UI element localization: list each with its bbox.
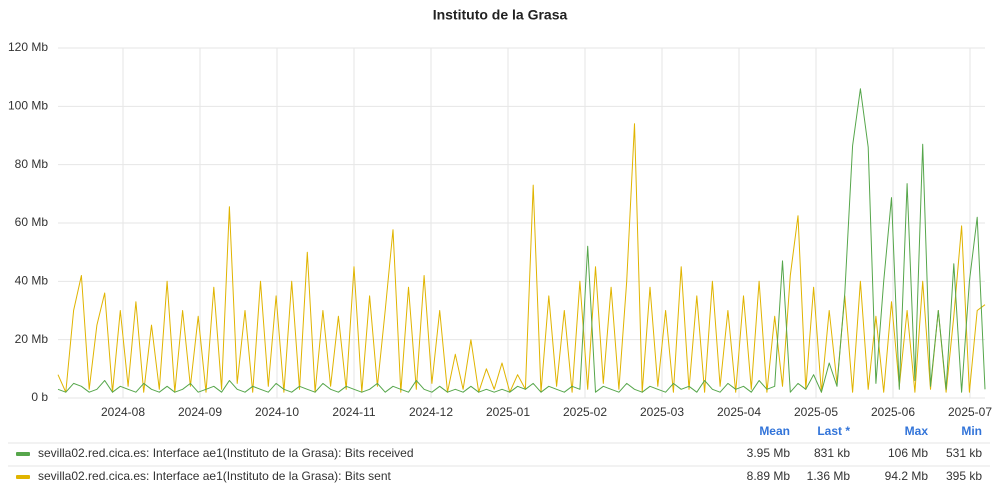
y-tick-label: 120 Mb bbox=[8, 40, 48, 54]
y-tick-label: 40 Mb bbox=[15, 274, 49, 288]
y-tick-label: 20 Mb bbox=[15, 332, 49, 346]
x-tick-label: 2024-09 bbox=[178, 405, 222, 419]
y-tick-label: 80 Mb bbox=[15, 157, 49, 171]
legend-name: sevilla02.red.cica.es: Interface ae1(Ins… bbox=[38, 446, 414, 460]
x-tick-label: 2024-12 bbox=[409, 405, 453, 419]
x-tick-label: 2024-08 bbox=[101, 405, 145, 419]
x-tick-label: 2025-06 bbox=[871, 405, 915, 419]
legend-stat: 3.95 Mb bbox=[747, 446, 791, 460]
series-line bbox=[57, 123, 986, 393]
legend-stat: 831 kb bbox=[814, 446, 850, 460]
legend-stat: 106 Mb bbox=[888, 446, 928, 460]
legend-swatch bbox=[16, 475, 30, 479]
x-tick-label: 2025-01 bbox=[486, 405, 530, 419]
x-tick-label: 2025-07 bbox=[948, 405, 992, 419]
legend-stat: 395 kb bbox=[946, 469, 982, 483]
legend-header: Mean bbox=[759, 424, 790, 438]
legend-name: sevilla02.red.cica.es: Interface ae1(Ins… bbox=[38, 469, 392, 483]
legend-header: Max bbox=[905, 424, 929, 438]
y-tick-label: 0 b bbox=[31, 390, 48, 404]
legend-stat: 1.36 Mb bbox=[807, 469, 851, 483]
x-tick-label: 2024-11 bbox=[332, 405, 375, 419]
y-tick-label: 100 Mb bbox=[8, 99, 48, 113]
legend-swatch bbox=[16, 452, 30, 456]
legend-stat: 94.2 Mb bbox=[885, 469, 929, 483]
legend-stat: 531 kb bbox=[946, 446, 982, 460]
x-tick-label: 2025-05 bbox=[794, 405, 838, 419]
x-tick-label: 2025-04 bbox=[717, 405, 761, 419]
x-tick-label: 2024-10 bbox=[255, 405, 299, 419]
x-tick-label: 2025-03 bbox=[640, 405, 684, 419]
legend-header: Min bbox=[961, 424, 982, 438]
legend-header: Last * bbox=[817, 424, 850, 438]
y-tick-label: 60 Mb bbox=[15, 215, 49, 229]
panel-title: Instituto de la Grasa bbox=[433, 7, 568, 23]
series-line bbox=[57, 88, 986, 393]
x-tick-label: 2025-02 bbox=[563, 405, 607, 419]
legend-stat: 8.89 Mb bbox=[747, 469, 791, 483]
